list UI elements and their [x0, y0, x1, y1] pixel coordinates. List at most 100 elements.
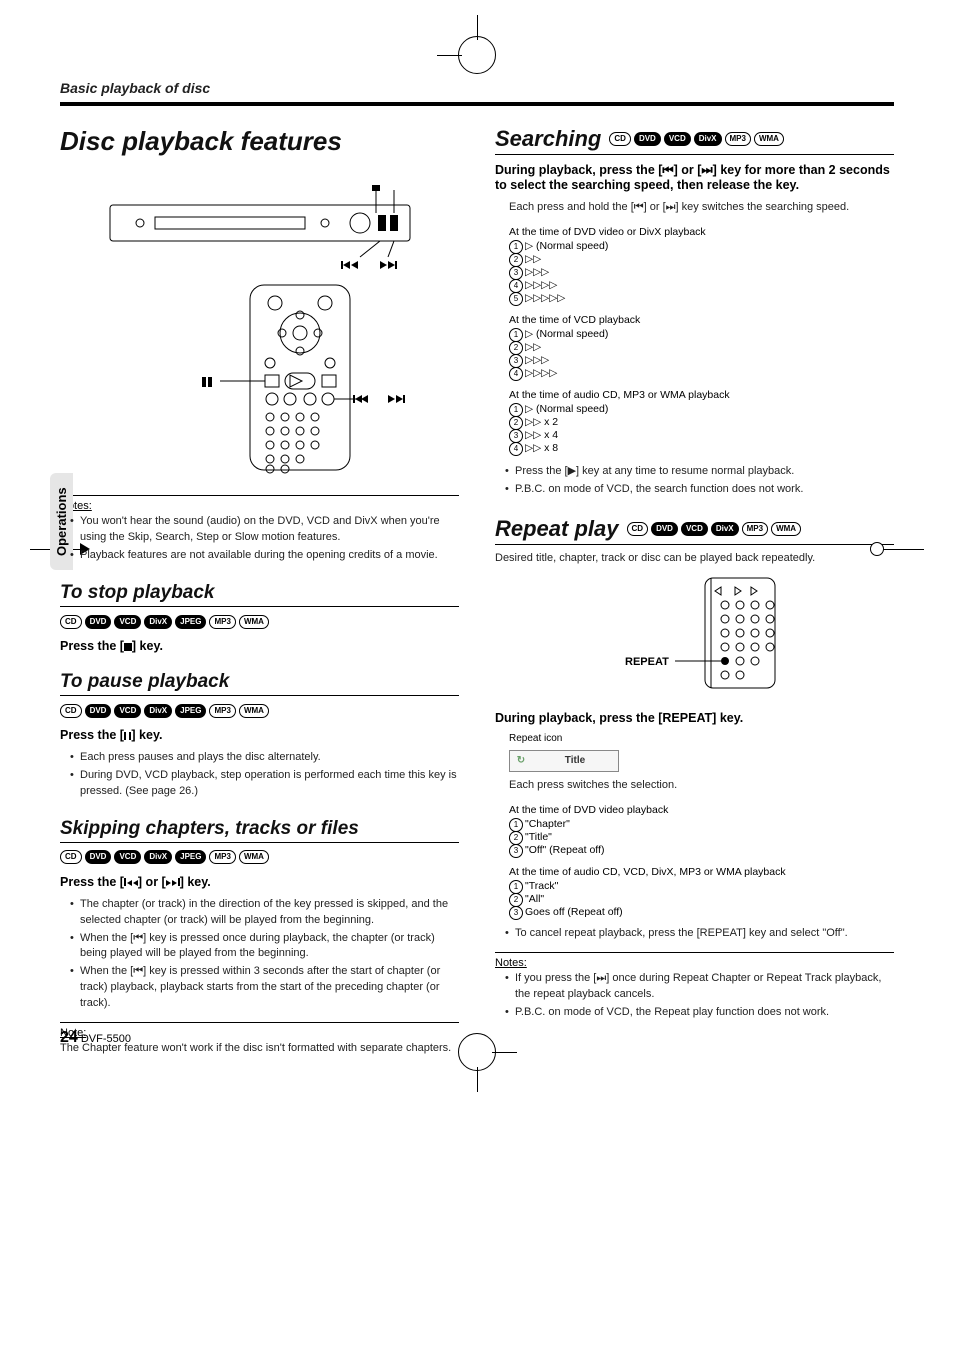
note-item: You won't hear the sound (audio) on the … [70, 514, 459, 546]
notes-heading: Notes: [495, 957, 894, 969]
instruction: During playback, press the [⏮] or [⏭] ke… [495, 163, 894, 192]
crop-circle-right [870, 542, 884, 556]
section-repeat: Repeat play CDDVDVCDDivXMP3WMA [495, 516, 894, 545]
format-badge-cd: CD [60, 615, 82, 629]
enum-item: ▷▷▷ [509, 266, 894, 278]
note-item: If you press the [⏭] once during Repeat … [505, 971, 894, 1003]
format-badge-mp3: MP3 [209, 850, 235, 864]
section-title: Repeat play [495, 516, 619, 542]
format-badge-vcd: VCD [114, 850, 141, 864]
device-illustration [60, 169, 459, 485]
format-badge-wma: WMA [239, 704, 269, 718]
instruction: Press the [] key. [60, 639, 459, 653]
note-item: Playback features are not available duri… [70, 548, 459, 564]
format-badge-dvd: DVD [651, 522, 678, 536]
notes-list: You won't hear the sound (audio) on the … [60, 514, 459, 564]
format-badge-cd: CD [60, 850, 82, 864]
format-badge-mp3: MP3 [725, 132, 751, 146]
instruction: Press the [] or [] key. [60, 875, 459, 889]
format-badge-mp3: MP3 [209, 615, 235, 629]
format-badge-vcd: VCD [681, 522, 708, 536]
pause-icon [124, 732, 126, 740]
enum-item: "All" [509, 893, 894, 905]
page-number: 24 [60, 1029, 78, 1046]
section-stop: To stop playback [60, 582, 459, 607]
format-badges: CDDVDVCDDivXJPEGMP3WMA [60, 704, 269, 718]
format-badge-wma: WMA [771, 522, 801, 536]
breadcrumb: Basic playback of disc [60, 80, 894, 106]
list-item: When the [⏮] key is pressed within 3 sec… [70, 964, 459, 1012]
enum-item: ▷ (Normal speed) [509, 328, 894, 340]
page-footer: 24 DVF-5500 [60, 1029, 131, 1047]
list-item: The chapter (or track) in the direction … [70, 897, 459, 929]
format-badge-mp3: MP3 [742, 522, 768, 536]
format-badge-cd: CD [60, 704, 82, 718]
repeat-icon-label: Title [532, 755, 618, 766]
enum-item: ▷▷ x 2 [509, 416, 894, 428]
remote-closeup: REPEAT [495, 567, 894, 703]
list-item: Each press pauses and plays the disc alt… [70, 750, 459, 766]
lead-text: Desired title, chapter, track or disc ca… [495, 551, 894, 567]
model-number: DVF-5500 [81, 1033, 131, 1045]
pause-icon [129, 732, 131, 740]
block-caption: At the time of DVD video playback [509, 804, 894, 816]
repeat-glyph-icon: ↻ [510, 751, 532, 771]
crop-mark-bottom [457, 1032, 497, 1072]
section-search: Searching CDDVDVCDDivXMP3WMA [495, 126, 894, 155]
format-badge-cd: CD [609, 132, 631, 146]
format-badge-vcd: VCD [114, 615, 141, 629]
list-item: P.B.C. on mode of VCD, the search functi… [505, 482, 894, 498]
after-icon-text: Each press switches the selection. [509, 778, 894, 794]
format-badge-jpeg: JPEG [175, 704, 206, 718]
format-badge-jpeg: JPEG [175, 850, 206, 864]
list-item: Press the [▶] key at any time to resume … [505, 464, 894, 480]
notes-heading: Notes: [60, 500, 459, 512]
format-badges: CDDVDVCDDivXJPEGMP3WMA [60, 615, 269, 629]
format-badges: CDDVDVCDDivXJPEGMP3 WMA [60, 850, 269, 864]
list-item: To cancel repeat playback, press the [RE… [505, 926, 894, 942]
format-badge-dvd: DVD [85, 850, 112, 864]
list-item: During DVD, VCD playback, step operation… [70, 768, 459, 800]
section-pause: To pause playback [60, 671, 459, 696]
format-badge-divx: DivX [144, 704, 172, 718]
icon-caption: Repeat icon [509, 733, 894, 744]
section-skip: Skipping chapters, tracks or files [60, 818, 459, 843]
stop-icon [124, 643, 132, 651]
block-caption: At the time of audio CD, MP3 or WMA play… [509, 389, 894, 401]
section-title: Searching [495, 126, 601, 152]
format-badge-wma: WMA [239, 615, 269, 629]
block-caption: At the time of VCD playback [509, 314, 894, 326]
format-badge-vcd: VCD [664, 132, 691, 146]
format-badge-dvd: DVD [634, 132, 661, 146]
format-badge-mp3: MP3 [209, 704, 235, 718]
enum-item: ▷▷ [509, 253, 894, 265]
format-badge-wma: WMA [239, 850, 269, 864]
format-badges: CDDVDVCDDivXMP3WMA [627, 522, 802, 536]
section-title: Skipping chapters, tracks or files [60, 818, 359, 840]
format-badge-divx: DivX [144, 850, 172, 864]
format-badge-dvd: DVD [85, 615, 112, 629]
format-badges: CDDVDVCDDivXMP3WMA [609, 132, 784, 146]
enum-item: ▷▷▷ [509, 354, 894, 366]
enum-item: ▷▷▷▷▷ [509, 292, 894, 304]
svg-text:REPEAT: REPEAT [625, 656, 669, 668]
enum-item: ▷ (Normal speed) [509, 240, 894, 252]
section-title: To stop playback [60, 582, 215, 604]
format-badge-dvd: DVD [85, 704, 112, 718]
section-title: To pause playback [60, 671, 229, 693]
enum-item: ▷▷▷▷ [509, 279, 894, 291]
enum-item: "Chapter" [509, 818, 894, 830]
right-column: Searching CDDVDVCDDivXMP3WMA During play… [495, 126, 894, 1057]
repeat-osd-icon: ↻ Title [509, 750, 894, 772]
enum-item: ▷▷▷▷ [509, 367, 894, 379]
enum-item: ▷▷ x 8 [509, 442, 894, 454]
format-badge-divx: DivX [694, 132, 722, 146]
instruction: During playback, press the [REPEAT] key. [495, 711, 894, 725]
enum-item: ▷▷ x 4 [509, 429, 894, 441]
manual-page: Basic playback of disc Operations Disc p… [0, 0, 954, 1097]
left-column: Disc playback features [60, 126, 459, 1057]
block-caption: At the time of DVD video or DivX playbac… [509, 226, 894, 238]
note-item: P.B.C. on mode of VCD, the Repeat play f… [505, 1005, 894, 1021]
format-badge-jpeg: JPEG [175, 615, 206, 629]
format-badge-divx: DivX [711, 522, 739, 536]
